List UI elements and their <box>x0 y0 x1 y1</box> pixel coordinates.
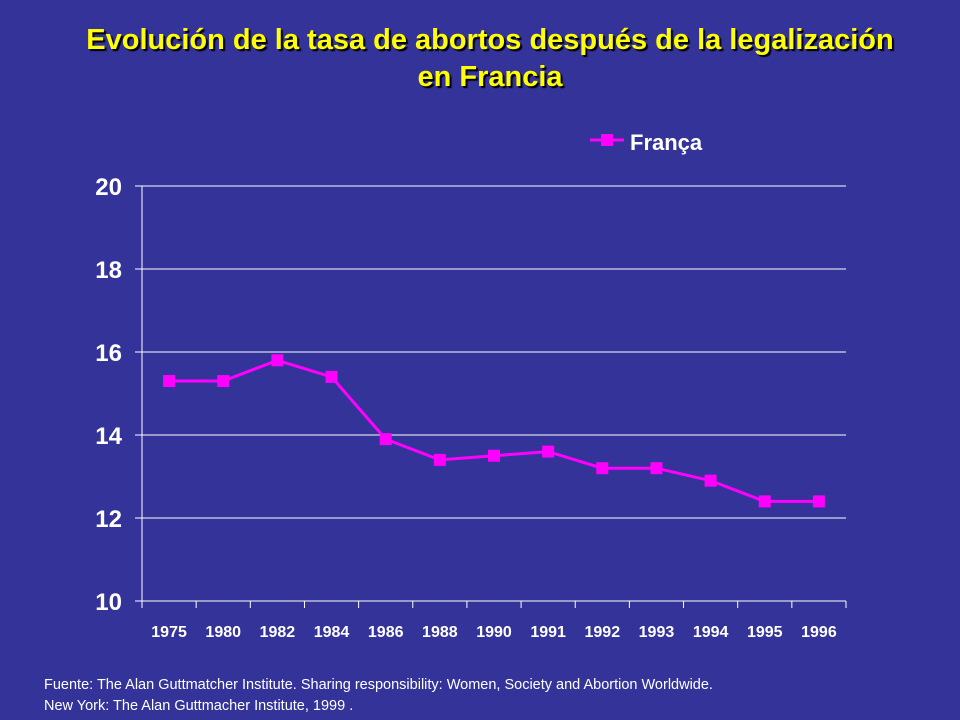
x-tick-label: 1993 <box>639 624 675 641</box>
data-point-1975 <box>163 375 176 388</box>
y-tick-label: 18 <box>95 257 122 284</box>
data-point-1993 <box>650 462 663 475</box>
x-tick-label: 1991 <box>530 624 566 641</box>
x-tick-label: 1990 <box>476 624 512 641</box>
series-franca <box>163 354 825 508</box>
data-point-1994 <box>704 474 717 487</box>
source-note: Fuente: The Alan Guttmatcher Institute. … <box>44 675 944 717</box>
x-tick-label: 1988 <box>422 624 458 641</box>
y-tick-label: 12 <box>95 506 122 533</box>
chart-title-line-2: en Francia <box>417 61 563 93</box>
source-line-1: Fuente: The Alan Guttmatcher Institute. … <box>44 677 713 693</box>
data-point-1996 <box>812 495 825 508</box>
data-point-1980 <box>217 375 230 388</box>
legend: França <box>590 130 703 155</box>
x-tick-label: 1980 <box>205 624 241 641</box>
data-point-1991 <box>542 445 555 458</box>
x-tick-label: 1984 <box>314 624 350 641</box>
y-tick-label: 16 <box>95 340 122 367</box>
y-axis-ticks: 10 12 14 16 18 20 <box>95 174 142 616</box>
x-axis-ticks: 1975 1980 1982 1984 1986 1988 1990 1991 1992 1993… <box>141 601 847 641</box>
x-tick-label: 1994 <box>693 624 729 641</box>
x-tick-label: 1995 <box>747 624 783 641</box>
series-line-franca <box>169 358 819 503</box>
x-tick-label: 1982 <box>260 624 296 641</box>
chart-title-line-1: Evolución de la tasa de abortos después … <box>86 24 894 56</box>
x-tick-label: 1975 <box>151 624 187 641</box>
y-tick-label: 14 <box>95 423 122 450</box>
gridlines <box>142 185 846 519</box>
legend-label-franca: França <box>630 130 703 155</box>
y-tick-label: 20 <box>95 174 122 201</box>
data-point-1984 <box>325 370 338 383</box>
x-tick-label: 1986 <box>368 624 404 641</box>
x-tick-label: 1992 <box>585 624 621 641</box>
data-point-1988 <box>433 453 446 466</box>
source-line-2: New York: The Alan Guttmacher Institute,… <box>44 698 354 714</box>
data-point-1995 <box>758 495 771 508</box>
data-point-1982 <box>271 354 284 367</box>
data-point-1986 <box>379 433 392 446</box>
data-point-1992 <box>596 462 609 475</box>
y-tick-label: 10 <box>95 589 122 616</box>
x-tick-label: 1996 <box>801 624 837 641</box>
axes <box>141 186 846 602</box>
chart-title: Evolución de la tasa de abortos después … <box>30 22 950 96</box>
data-point-1990 <box>488 449 500 462</box>
legend-marker-swatch <box>601 134 613 146</box>
